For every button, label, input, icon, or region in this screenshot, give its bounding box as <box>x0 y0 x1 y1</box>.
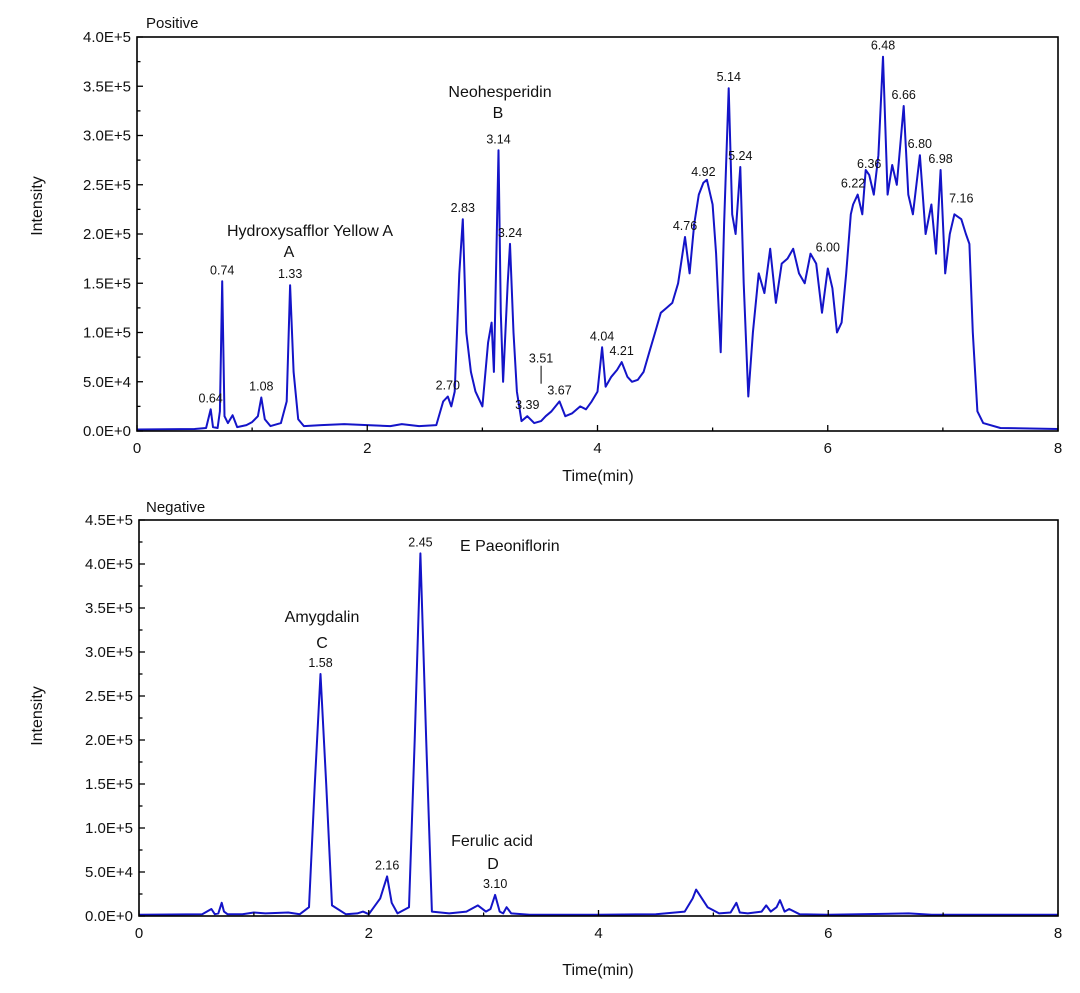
compound-name-neohesperidin: Neohesperidin <box>448 84 551 101</box>
peak-label: 5.24 <box>728 149 752 163</box>
x-tick-label: 6 <box>824 440 832 457</box>
x-tick-label: 8 <box>1054 925 1062 942</box>
peak-label: 2.45 <box>408 535 432 549</box>
chromatogram-trace-positive <box>136 55 1059 431</box>
peak-label: 2.83 <box>451 201 475 215</box>
x-tick-label: 0 <box>133 440 141 457</box>
plot-frame <box>138 519 1059 917</box>
chromatogram-trace-negative <box>138 552 1058 916</box>
y-tick-label: 0.0E+0 <box>83 423 131 440</box>
peak-label: 3.24 <box>498 226 522 240</box>
y-tick-label: 2.5E+5 <box>85 688 133 705</box>
peak-label: 6.98 <box>928 152 952 166</box>
peak-label: 3.14 <box>486 132 510 146</box>
peak-label: 4.92 <box>691 165 715 179</box>
y-tick-label: 3.5E+5 <box>83 78 131 95</box>
y-tick-label: 4.0E+5 <box>83 29 131 46</box>
y-tick-label: 1.0E+5 <box>83 325 131 342</box>
peak-label: 3.67 <box>547 383 571 397</box>
compound-name-hydroxysafflor-yellow-a: Hydroxysafflor Yellow A <box>227 223 393 240</box>
peak-label: 1.58 <box>308 656 332 670</box>
y-tick-label: 3.0E+5 <box>83 128 131 145</box>
peak-label: 3.10 <box>483 877 507 891</box>
compound-name-ferulic-acid: Ferulic acid <box>451 833 533 850</box>
compound-letter-c: C <box>316 635 328 652</box>
peak-label: 6.66 <box>892 88 916 102</box>
panel-title-positive: Positive <box>146 15 199 32</box>
peak-label: 2.16 <box>375 858 399 872</box>
peak-label: 4.04 <box>590 329 614 343</box>
peak-label: 2.70 <box>436 379 460 393</box>
compound-letter-a: A <box>284 244 295 261</box>
x-tick-label: 8 <box>1054 440 1062 457</box>
y-tick-label: 3.5E+5 <box>85 600 133 617</box>
peak-label: 3.39 <box>515 398 539 412</box>
y-tick-label: 2.5E+5 <box>83 177 131 194</box>
compound-letter-d: D <box>487 856 499 873</box>
y-tick-label: 2.0E+5 <box>83 226 131 243</box>
compound-name-e-paeoniflorin: E Paeoniflorin <box>460 538 560 555</box>
peak-label: 0.64 <box>199 391 223 405</box>
y-tick-label: 1.5E+5 <box>85 776 133 793</box>
peak-label: 4.76 <box>673 219 697 233</box>
y-tick-label: 1.0E+5 <box>85 820 133 837</box>
x-axis-title-negative: Time(min) <box>562 962 633 979</box>
y-axis-title-negative: Intensity <box>29 686 46 746</box>
peak-label: 6.00 <box>816 241 840 255</box>
peak-label: 3.51 <box>529 352 553 366</box>
peak-label: 6.80 <box>908 137 932 151</box>
positive-panel: Positive Intensity Time(min) Hydroxysaff… <box>29 15 1062 485</box>
x-tick-label: 2 <box>363 440 371 457</box>
y-tick-label: 2.0E+5 <box>85 732 133 749</box>
x-tick-label: 2 <box>365 925 373 942</box>
peak-label: 4.21 <box>610 344 634 358</box>
compound-name-amygdalin: Amygdalin <box>285 609 360 626</box>
compound-letter-b: B <box>493 105 504 122</box>
negative-panel: Negative Intensity Time(min) Amygdalin C… <box>29 499 1062 979</box>
peak-label: 6.48 <box>871 39 895 53</box>
y-tick-label: 3.0E+5 <box>85 644 133 661</box>
y-tick-label: 5.0E+4 <box>85 864 133 881</box>
x-tick-label: 6 <box>824 925 832 942</box>
y-tick-label: 0.0E+0 <box>85 908 133 925</box>
x-tick-label: 0 <box>135 925 143 942</box>
peak-label: 7.16 <box>949 191 973 205</box>
peak-label: 6.36 <box>857 157 881 171</box>
peak-label: 1.08 <box>249 380 273 394</box>
x-axis-title-positive: Time(min) <box>562 468 633 485</box>
y-tick-label: 1.5E+5 <box>83 275 131 292</box>
y-tick-label: 4.0E+5 <box>85 556 133 573</box>
y-axis-title-positive: Intensity <box>29 176 46 236</box>
peak-label: 5.14 <box>717 70 741 84</box>
y-tick-label: 5.0E+4 <box>83 374 131 391</box>
peak-label: 6.22 <box>841 177 865 191</box>
peak-label: 1.33 <box>278 267 302 281</box>
y-tick-label: 4.5E+5 <box>85 512 133 529</box>
x-tick-label: 4 <box>593 440 601 457</box>
peak-label: 0.74 <box>210 263 234 277</box>
x-tick-label: 4 <box>594 925 602 942</box>
panel-title-negative: Negative <box>146 499 205 516</box>
